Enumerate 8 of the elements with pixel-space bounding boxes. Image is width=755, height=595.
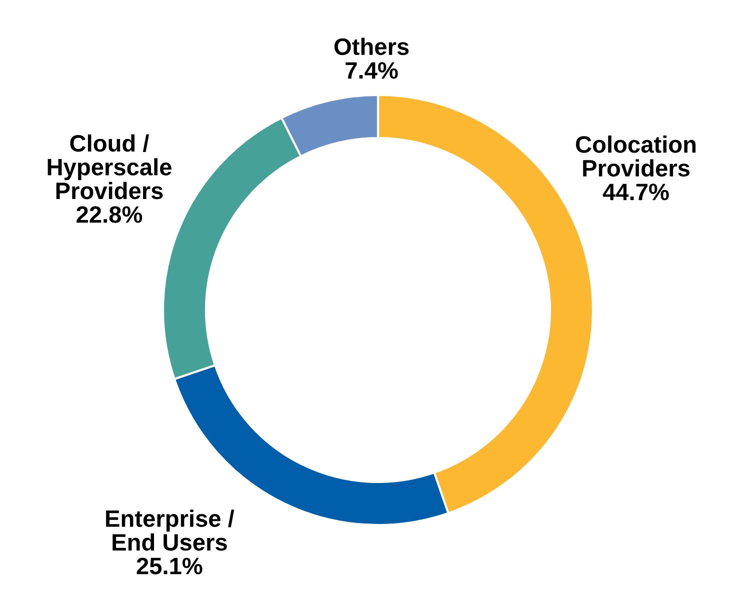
slice-label: Colocation Providers bbox=[576, 136, 696, 177]
data-label: 7.4% bbox=[346, 62, 398, 79]
data-label: 22.8% bbox=[76, 206, 142, 223]
data-label: 25.1% bbox=[136, 558, 202, 574]
slice-label: Enterprise / End Users bbox=[106, 510, 234, 551]
slice-label: Others bbox=[334, 38, 409, 56]
slice-label: Cloud / Hyperscale Providers bbox=[48, 134, 172, 200]
data-label: 44.7% bbox=[602, 184, 669, 200]
